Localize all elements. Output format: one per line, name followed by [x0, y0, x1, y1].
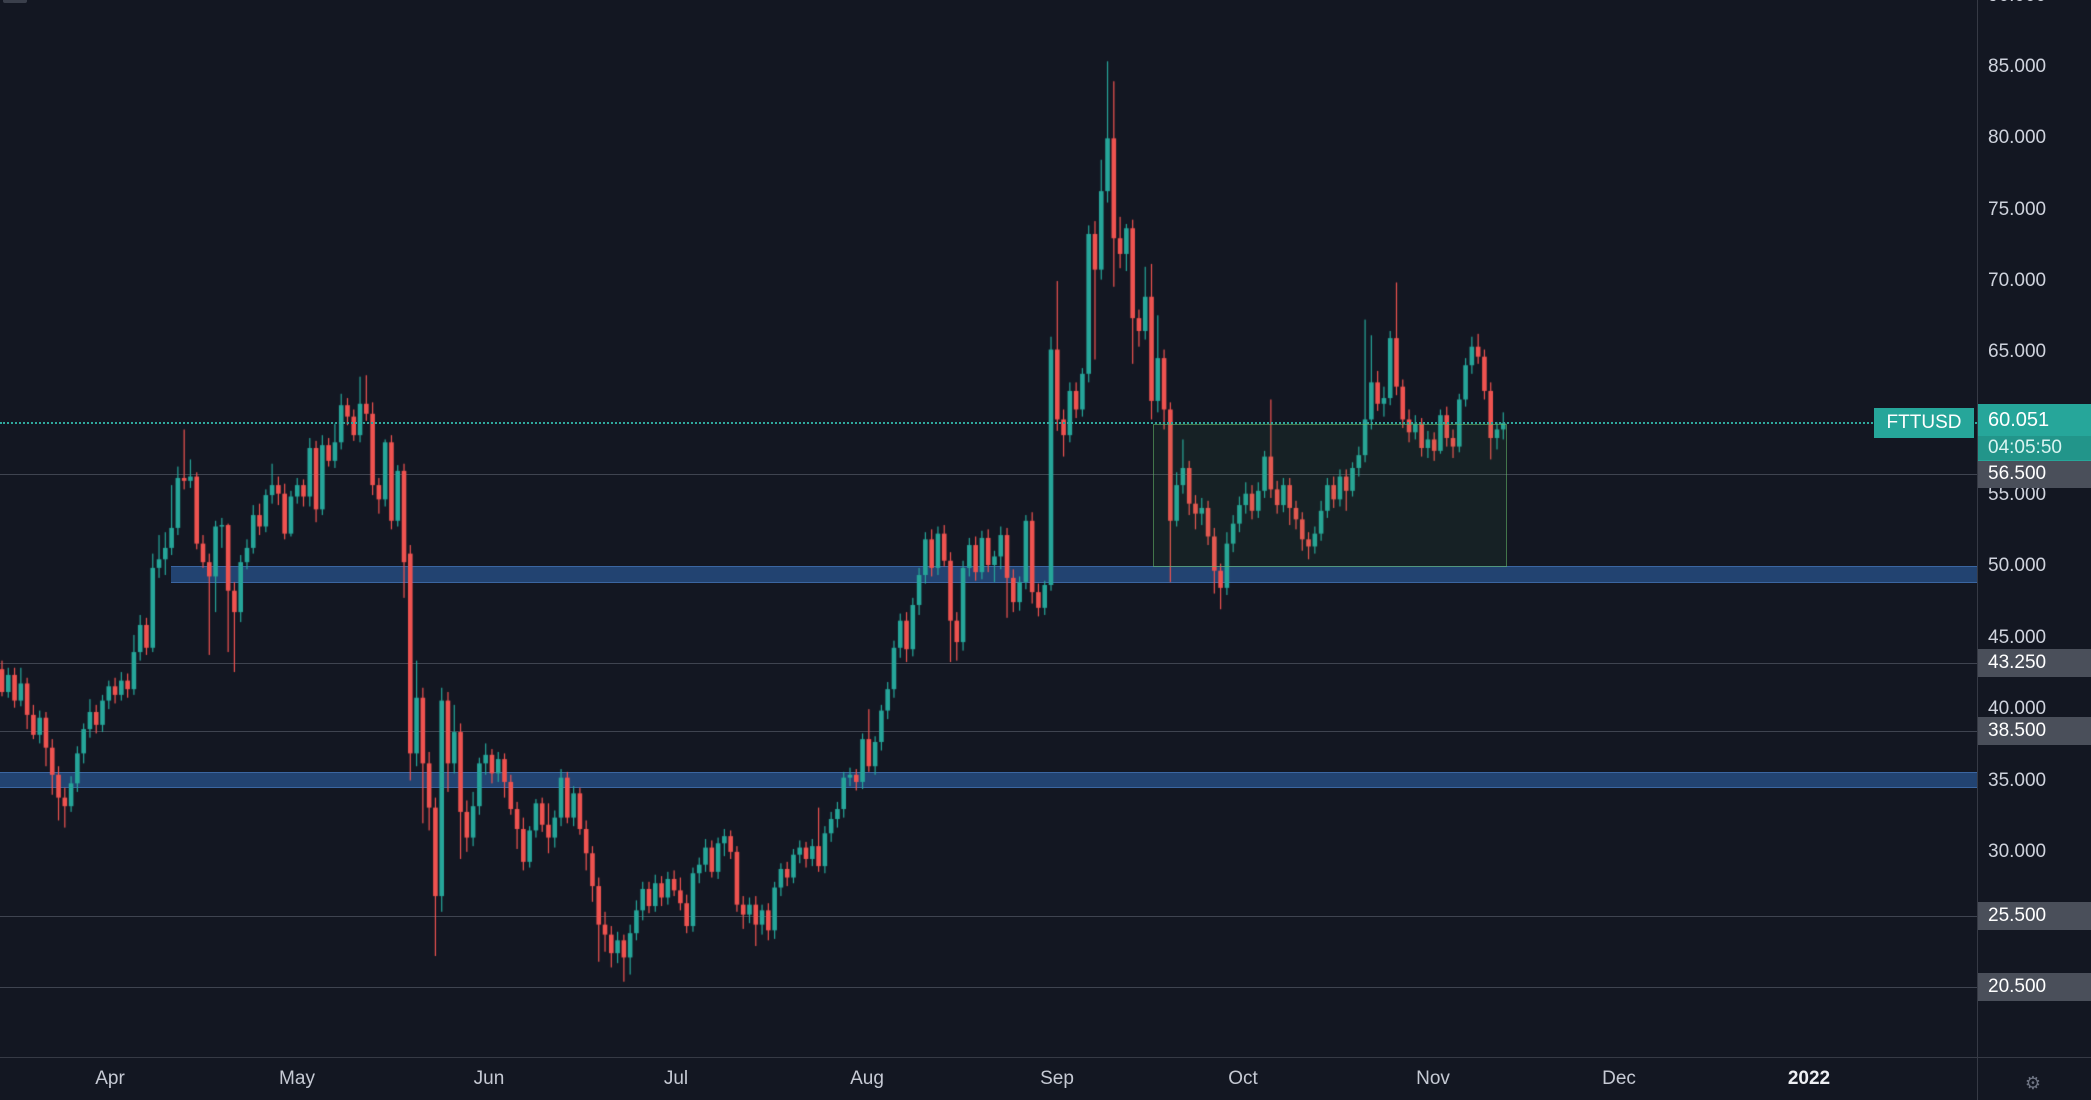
- time-tick-label: Sep: [1040, 1068, 1074, 1089]
- price-tick-label: 35.000: [1988, 769, 2047, 791]
- price-level-label: 43.250: [1978, 648, 2091, 677]
- price-tick-label: 50.000: [1988, 555, 2047, 577]
- price-level-label: 20.500: [1978, 973, 2091, 1002]
- price-tick-label: 65.000: [1988, 341, 2047, 363]
- price-tick-label: 45.000: [1988, 626, 2047, 648]
- time-tick-label: Jun: [473, 1068, 505, 1089]
- price-level-label: 56.500: [1978, 459, 2091, 488]
- year-tick-label: 2022: [1787, 1068, 1831, 1089]
- price-tick-label: 85.000: [1988, 56, 2047, 77]
- gear-icon[interactable]: ⚙: [2024, 1073, 2042, 1093]
- last-price-label: 60.051 04:05:50: [1978, 404, 2091, 461]
- price-tick-label: 40.000: [1988, 698, 2047, 720]
- last-price-value: 60.051: [1988, 409, 2050, 431]
- price-axis[interactable]: 60.051 04:05:50 90.000 85.000 80.000 75.000…: [1978, 0, 2091, 1057]
- candlestick-series: [0, 0, 1977, 1057]
- time-axis[interactable]: Apr May Jun Jul Aug Sep Oct Nov Dec 2022: [0, 1058, 2091, 1100]
- time-tick-label: Jul: [663, 1068, 689, 1089]
- price-tick-label: 30.000: [1988, 840, 2047, 862]
- time-tick-label: Oct: [1228, 1068, 1258, 1089]
- time-tick-label: Dec: [1602, 1068, 1636, 1089]
- time-tick-label: May: [279, 1068, 315, 1089]
- price-tick-label: 70.000: [1988, 270, 2047, 292]
- time-axis-separator: [0, 1057, 2091, 1058]
- candle-countdown: 04:05:50: [1978, 436, 2091, 460]
- chart-pane[interactable]: [0, 0, 1977, 1057]
- price-tick-label: 90.000: [1988, 0, 2046, 7]
- price-axis-separator: [1977, 0, 1978, 1100]
- time-tick-label: Nov: [1416, 1068, 1450, 1089]
- price-level-label: 38.500: [1978, 716, 2091, 745]
- price-level-label: 25.500: [1978, 902, 2091, 931]
- time-tick-label: Apr: [95, 1068, 125, 1089]
- time-tick-label: Aug: [850, 1068, 884, 1089]
- symbol-price-flag: FTTUSD: [1874, 408, 1974, 438]
- price-tick-label: 55.000: [1988, 484, 2047, 506]
- range-rectangle-drawing[interactable]: [1153, 423, 1507, 568]
- price-tick-label: 80.000: [1988, 127, 2047, 149]
- price-tick-label: 75.000: [1988, 198, 2047, 220]
- last-price-line: [0, 422, 1977, 425]
